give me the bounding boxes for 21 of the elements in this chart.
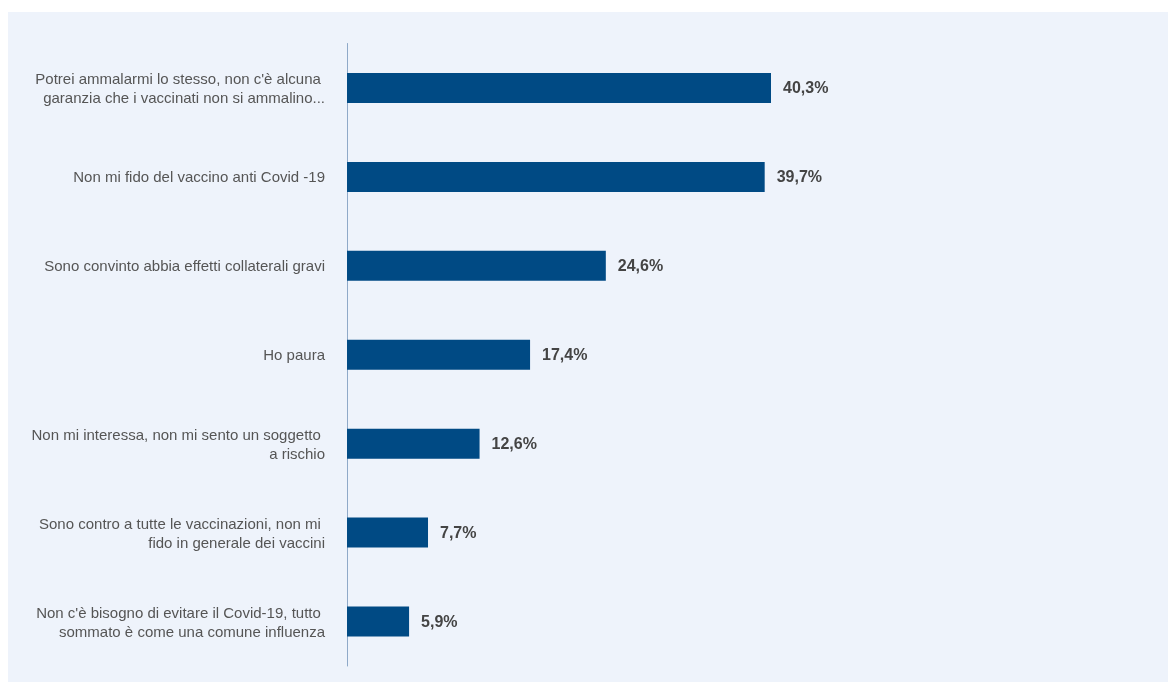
y-tick-label: Non mi interessa, non mi sento un soggetto a rischio: [31, 425, 325, 462]
y-tick-label: Potrei ammalarmi lo stesso, non c'è alcuna garanzia che i vaccinati non si ammalino...: [35, 69, 325, 106]
data-label: 7,7%: [440, 524, 477, 542]
y-tick-label: Sono convinto abbia effetti collaterali gravi: [44, 257, 325, 275]
data-label: 17,4%: [542, 346, 588, 364]
y-tick-label: Ho paura: [263, 346, 326, 364]
y-tick-label: Non mi fido del vaccino anti Covid -19: [73, 168, 325, 186]
bar: [347, 606, 410, 637]
y-tick-label: Non c'è bisogno di evitare il Covid-19, tutto sommato è come una comune influenza: [36, 603, 326, 640]
bar: [347, 428, 480, 459]
data-label: 24,6%: [617, 257, 664, 275]
data-label: 40,3%: [783, 79, 829, 97]
data-label: 39,7%: [776, 168, 823, 186]
data-label: 5,9%: [421, 613, 458, 631]
y-tick-label: Sono contro a tutte le vaccinazioni, non mi fido in generale dei vaccini: [39, 514, 325, 551]
data-label: 12,6%: [491, 435, 537, 453]
bar: [347, 161, 765, 192]
bar: [347, 72, 771, 103]
bar: [347, 339, 531, 370]
bar: [347, 517, 429, 548]
bar: [347, 250, 606, 281]
